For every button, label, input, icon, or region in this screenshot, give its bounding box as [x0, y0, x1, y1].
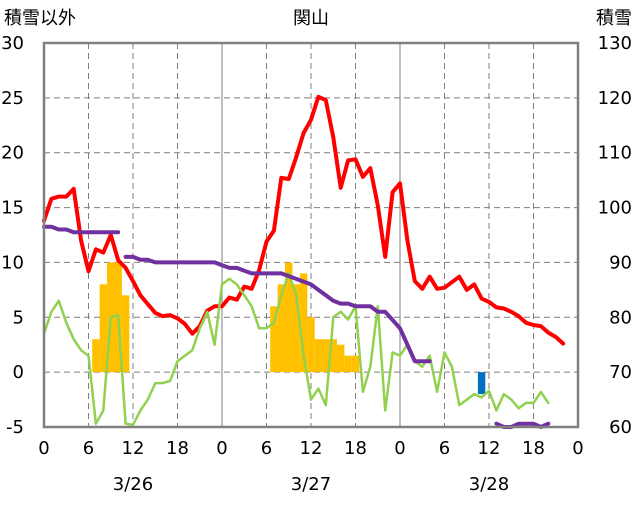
snowfall-bar: [314, 339, 323, 373]
x-hour-tick-label: 0: [572, 438, 583, 459]
x-day-label: 3/27: [291, 474, 331, 495]
y-right-tick-label: 80: [609, 307, 632, 328]
x-hour-tick-label: 0: [38, 438, 49, 459]
snowfall-bar: [92, 339, 100, 373]
dewpoint-series-line: [42, 272, 550, 427]
y-right-tick-label: 60: [609, 417, 632, 438]
x-day-label: 3/26: [113, 474, 153, 495]
y-left-tick-label: 30: [1, 33, 24, 54]
snowfall-bar: [329, 339, 337, 373]
x-hour-tick-label: 0: [216, 438, 227, 459]
temperature-series-line: [42, 94, 566, 346]
right-axis-label: 積雪: [596, 8, 632, 29]
snowfall-bar: [277, 284, 286, 373]
snowfall-bar: [99, 284, 108, 373]
snowfall-bar: [307, 317, 315, 373]
x-hour-tick-label: 18: [166, 438, 189, 459]
x-hour-tick-label: 12: [478, 438, 501, 459]
chart-title: 関山: [293, 8, 329, 29]
snowfall-bar: [299, 273, 308, 373]
snowfall-bar: [270, 306, 278, 373]
y-right-tick-label: 110: [598, 143, 632, 164]
y-left-tick-label: 20: [1, 143, 24, 164]
y-right-tick-label: 120: [598, 88, 632, 109]
x-hour-tick-label: 12: [300, 438, 323, 459]
y-left-tick-label: 15: [1, 198, 24, 219]
snowfall_negative-bar: [477, 372, 486, 395]
snowfall-bar: [285, 262, 293, 373]
snowfall-bar: [351, 355, 360, 373]
y-left-tick-label: 10: [1, 252, 24, 273]
snowfall-bar: [322, 339, 330, 373]
grid: [44, 43, 578, 427]
y-left-tick-label: 0: [13, 362, 24, 383]
plot-frame: [42, 41, 580, 429]
x-hour-tick-label: 18: [344, 438, 367, 459]
y-right-tick-label: 100: [598, 198, 632, 219]
x-hour-tick-label: 6: [83, 438, 94, 459]
lines: [42, 94, 566, 429]
snowfall-bar: [344, 355, 352, 373]
y-right-tick-label: 130: [598, 33, 632, 54]
x-hour-tick-label: 6: [439, 438, 450, 459]
x-hour-tick-label: 12: [122, 438, 145, 459]
x-hour-tick-label: 6: [261, 438, 272, 459]
x-hour-tick-label: 0: [394, 438, 405, 459]
y-left-tick-label: 5: [13, 307, 24, 328]
snowfall-bar: [336, 344, 345, 373]
left-axis-label: 積雪以外: [4, 8, 76, 29]
y-right-tick-label: 90: [609, 252, 632, 273]
y-left-tick-label: -5: [6, 417, 24, 438]
y-left-tick-label: 25: [1, 88, 24, 109]
snowfall-bar: [121, 295, 130, 373]
x-hour-tick-label: 18: [522, 438, 545, 459]
snowfall-bar: [292, 284, 300, 373]
x-day-label: 3/28: [469, 474, 509, 495]
y-right-tick-label: 70: [609, 362, 632, 383]
